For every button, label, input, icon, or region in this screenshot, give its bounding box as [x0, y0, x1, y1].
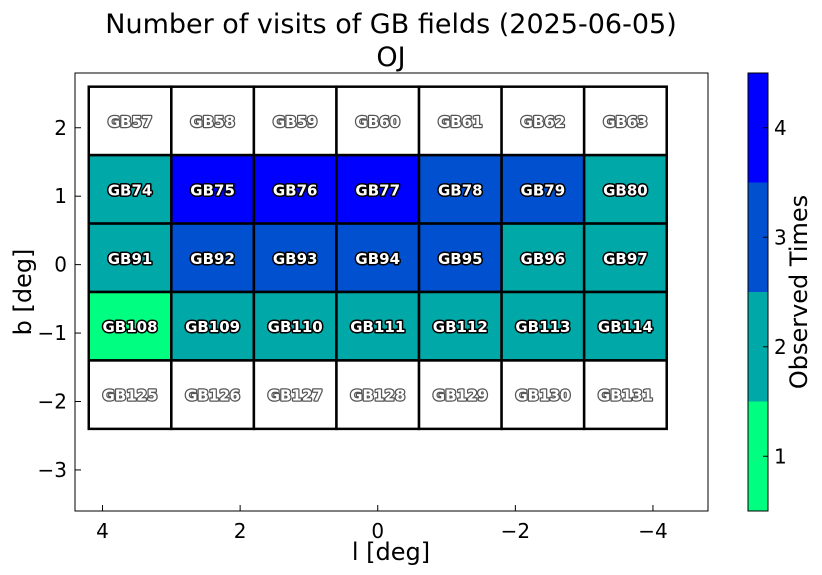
field-label-gb125: GB125 — [103, 387, 158, 405]
field-cell-gb93 — [252, 222, 338, 294]
y-axis-label: b [deg] — [9, 249, 37, 336]
field-label-gb110: GB110 — [268, 318, 323, 336]
field-label-gb130: GB130 — [515, 387, 570, 405]
x-tick-label: 4 — [96, 519, 109, 543]
x-axis-ticks: 4 2 0 −2 −4 — [96, 505, 668, 543]
field-label-gb76: GB76 — [273, 181, 318, 199]
field-label-gb78: GB78 — [438, 181, 483, 199]
chart-subtitle: OJ — [376, 42, 405, 73]
field-label-gb60: GB60 — [355, 113, 400, 131]
colorbar-segment — [748, 401, 768, 511]
y-tick-label: 0 — [54, 253, 67, 277]
colorbar: 1 2 3 4 — [747, 72, 787, 512]
x-tick-label: 2 — [234, 519, 247, 543]
field-cell-gb80 — [582, 153, 668, 225]
colorbar-segment — [748, 73, 768, 183]
field-label-gb95: GB95 — [438, 250, 483, 268]
field-label-gb108: GB108 — [103, 318, 158, 336]
colorbar-frame — [747, 72, 769, 512]
field-cells — [87, 85, 668, 431]
plot-frame — [74, 72, 709, 512]
field-cell-gb95 — [417, 222, 503, 294]
field-label-gb112: GB112 — [433, 318, 488, 336]
field-cell-gb92 — [170, 222, 256, 294]
field-label-gb75: GB75 — [190, 181, 235, 199]
field-label-gb92: GB92 — [190, 250, 235, 268]
colorbar-segment — [748, 182, 768, 292]
y-tick-label: −2 — [38, 390, 67, 414]
x-tick-label: −4 — [638, 519, 667, 543]
field-cell-gb97 — [582, 222, 668, 294]
field-cell-gb109 — [170, 290, 256, 362]
field-label-gb126: GB126 — [185, 387, 240, 405]
field-labels: GB57 GB58 GB59 GB60 GB61 GB62 GB63 GB74 GB75 GB76… — [101, 112, 654, 406]
field-label-gb114: GB114 — [598, 318, 653, 336]
field-cell-gb113 — [500, 290, 586, 362]
colorbar-label: Observed Times — [785, 195, 813, 389]
field-label-gb127: GB127 — [268, 387, 323, 405]
field-label-gb58: GB58 — [190, 113, 235, 131]
x-tick-label: −2 — [501, 519, 530, 543]
field-cell-gb74 — [87, 153, 173, 225]
field-label-gb97: GB97 — [603, 250, 648, 268]
field-cell-gb125 — [87, 359, 173, 431]
field-cell-gb96 — [500, 222, 586, 294]
field-cell-gb78 — [417, 153, 503, 225]
y-tick-label: −3 — [38, 458, 67, 482]
field-label-gb131: GB131 — [598, 387, 653, 405]
field-label-gb128: GB128 — [350, 387, 405, 405]
field-label-gb62: GB62 — [521, 113, 566, 131]
chart-title: Number of visits of GB fields (2025-06-0… — [105, 9, 676, 40]
field-label-gb74: GB74 — [108, 181, 153, 199]
field-label-gb93: GB93 — [273, 250, 318, 268]
colorbar-tick-label: 2 — [774, 335, 787, 359]
colorbar-tick-label: 1 — [774, 444, 787, 468]
colorbar-tick-label: 4 — [774, 116, 787, 140]
x-tick-label: 0 — [371, 519, 384, 543]
field-label-gb59: GB59 — [273, 113, 318, 131]
field-cell-gb108 — [87, 290, 173, 362]
field-label-gb77: GB77 — [355, 181, 400, 199]
colorbar-tick-label: 3 — [774, 225, 787, 249]
field-label-gb94: GB94 — [355, 250, 400, 268]
field-label-gb113: GB113 — [515, 318, 570, 336]
field-label-gb79: GB79 — [521, 181, 566, 199]
field-label-gb111: GB111 — [350, 318, 405, 336]
y-axis-ticks: 2 1 0 −1 −2 −3 — [38, 116, 81, 482]
field-label-gb91: GB91 — [108, 250, 153, 268]
field-label-gb63: GB63 — [603, 113, 648, 131]
y-tick-label: −1 — [38, 321, 67, 345]
field-label-gb96: GB96 — [521, 250, 566, 268]
field-label-gb109: GB109 — [185, 318, 240, 336]
x-axis-label: l [deg] — [352, 538, 430, 566]
field-cell-gb127 — [252, 359, 338, 431]
field-cell-gb76 — [252, 153, 338, 225]
field-label-gb61: GB61 — [438, 113, 483, 131]
field-cell-gb131 — [582, 359, 668, 431]
field-label-gb57: GB57 — [108, 113, 153, 131]
field-label-gb129: GB129 — [433, 387, 488, 405]
colorbar-segment — [748, 292, 768, 402]
field-label-gb80: GB80 — [603, 181, 648, 199]
field-cell-gb57 — [87, 85, 173, 157]
y-tick-label: 1 — [54, 184, 67, 208]
field-cell-gb130 — [500, 359, 586, 431]
y-tick-label: 2 — [54, 116, 67, 140]
field-cell-gb62 — [500, 85, 586, 157]
